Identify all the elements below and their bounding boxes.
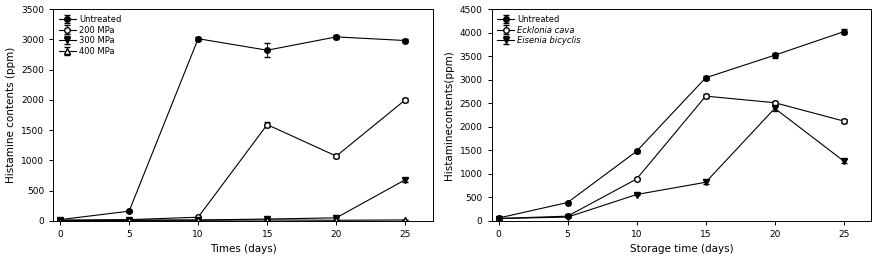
X-axis label: Times (days): Times (days) <box>210 244 276 255</box>
Y-axis label: Histaminecontents(ppm): Histaminecontents(ppm) <box>444 50 454 180</box>
Legend: Untreated, Ecklonia cava, Eisenia bicyclis: Untreated, Ecklonia cava, Eisenia bicycl… <box>496 13 582 47</box>
Y-axis label: Histamine contents (ppm): Histamine contents (ppm) <box>5 47 16 183</box>
X-axis label: Storage time (days): Storage time (days) <box>630 244 733 255</box>
Legend: Untreated, 200 MPa, 300 MPa, 400 MPa: Untreated, 200 MPa, 300 MPa, 400 MPa <box>57 13 123 57</box>
